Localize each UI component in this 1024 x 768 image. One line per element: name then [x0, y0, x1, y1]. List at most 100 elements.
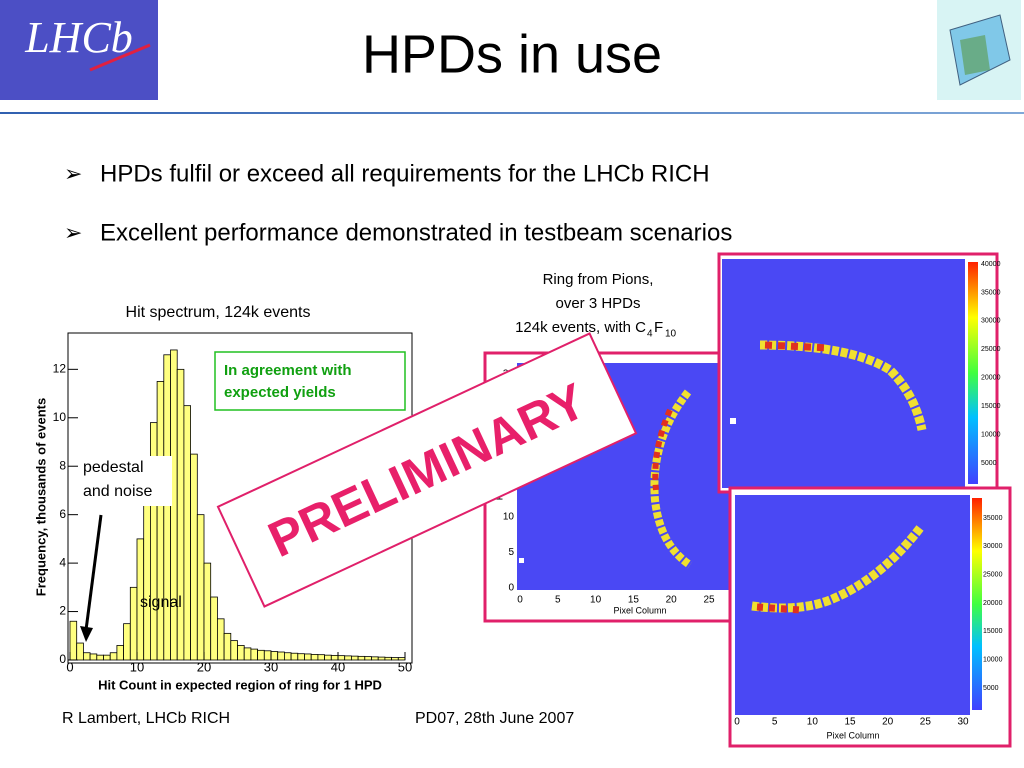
annotation: signal [140, 594, 182, 611]
annotation: expected yields [224, 384, 336, 401]
y-tick-label: 8 [59, 458, 66, 472]
panel-tick-label: 15000 [983, 628, 1003, 635]
bar [223, 632, 232, 661]
bullet-arrow: ➢ [64, 220, 82, 245]
annotation: In agreement with [224, 362, 352, 379]
y-tick-label: 12 [53, 362, 67, 376]
bar [210, 596, 218, 661]
panel-tick-label: 20000 [983, 600, 1003, 607]
annotation-box [214, 351, 406, 411]
bar [83, 652, 91, 661]
heatmap [722, 259, 965, 488]
x-tick-label: 30 [264, 659, 278, 674]
ring [759, 340, 927, 431]
y-tick-label: 10 [53, 410, 67, 424]
logo-stroke [89, 43, 151, 72]
panel-tick-label: 20 [666, 595, 678, 606]
panel-axes: 0 5 10 15 20 25 30 5000 10000 15000 20000 25000 3000… [734, 515, 1002, 728]
y-tick-label: 4 [59, 555, 66, 569]
footer-author: R Lambert, LHCb RICH [62, 710, 230, 727]
panel-tick-label: 30000 [983, 543, 1003, 550]
x-tick-label: 50 [398, 659, 412, 674]
panel-x-label: Pixel Column [613, 605, 666, 615]
bar [116, 645, 125, 661]
caption-sub: 4 [647, 329, 653, 340]
histogram: 0 2 4 6 8 10 12 0 10 20 30 40 50 [53, 349, 412, 674]
x-tick-label: 0 [66, 659, 73, 674]
bar [344, 655, 352, 661]
panel-tick-label: 15 [844, 717, 856, 728]
annotation: pedestal [83, 459, 144, 476]
x-tick-label: 40 [331, 659, 345, 674]
bar [129, 586, 138, 661]
panel-tick-label: 5 [772, 717, 778, 728]
panel-tick-label: 35000 [981, 289, 1001, 296]
footer-event: PD07, 28th June 2007 [415, 710, 574, 727]
panel-tick-label: 0 [517, 595, 523, 606]
bar [156, 381, 165, 661]
bar [183, 405, 191, 661]
bar [103, 654, 111, 661]
bar [190, 453, 198, 661]
panel-tick-label: 10 [807, 717, 819, 728]
bar [196, 514, 205, 661]
caption-sub: 10 [665, 329, 677, 340]
panel-tick-label: 25000 [983, 572, 1003, 579]
panel-tick-label: 0 [734, 717, 740, 728]
y-tick-label: 0 [59, 652, 66, 666]
bullet-arrow: ➢ [64, 161, 82, 186]
bar [237, 645, 245, 661]
panel-tick-label: 5 [508, 547, 514, 558]
x-axis-label: Hit Count in expected region of ring for… [98, 677, 382, 692]
panel-tick-label: 40000 [981, 261, 1001, 268]
bar [357, 655, 366, 661]
caption: 124k events, with C [515, 319, 646, 336]
stamp-box [216, 332, 638, 608]
bar [89, 653, 98, 661]
bar [216, 618, 225, 661]
bar [123, 623, 131, 661]
bar [371, 656, 379, 661]
caption: Ring from Pions, [543, 271, 654, 288]
bar [297, 653, 305, 661]
panel-tick-label: 25 [703, 595, 715, 606]
panel-x-label: Pixel Column [826, 730, 879, 740]
x-tick-label: 10 [130, 659, 144, 674]
panel-tick-label: 5000 [981, 460, 997, 467]
x-tick-label: 20 [197, 659, 211, 674]
panel-tick-label: 15000 [981, 403, 1001, 410]
bar [176, 368, 185, 661]
bar [317, 654, 325, 661]
panel-tick-label: 20000 [981, 375, 1001, 382]
bar [250, 648, 258, 661]
bullet: Excellent performance demonstrated in te… [100, 219, 732, 246]
logo-detector-part [960, 35, 990, 75]
bar [203, 562, 212, 661]
colorbar [972, 498, 982, 710]
panel-tick-label: 25 [920, 717, 932, 728]
panel-tick-label: 25000 [981, 346, 1001, 353]
annotation-bg [80, 456, 172, 506]
bar [310, 654, 319, 661]
y-tick-label: 2 [59, 604, 66, 618]
caption: F [654, 319, 663, 336]
logo-shade [0, 0, 158, 100]
panel-tick-label: 5 [555, 595, 561, 606]
bar [283, 652, 292, 661]
panel-tick-label: 20 [882, 717, 894, 728]
bar [96, 654, 104, 661]
bullet: HPDs fulfil or exceed all requirements f… [100, 160, 710, 187]
bar [277, 651, 285, 661]
panel-axes: 5000 10000 15000 20000 25000 30000 35000 40000 [981, 261, 1001, 467]
arrow-head [80, 626, 93, 642]
panel-tick-label: 30000 [981, 318, 1001, 325]
bar [290, 652, 299, 661]
ring [650, 389, 693, 569]
annotation-arrow [84, 514, 103, 631]
bar [76, 642, 84, 661]
bar [109, 652, 118, 661]
ring-hot [764, 341, 831, 352]
bar [384, 656, 392, 661]
slide-title: HPDs in use [362, 24, 662, 84]
